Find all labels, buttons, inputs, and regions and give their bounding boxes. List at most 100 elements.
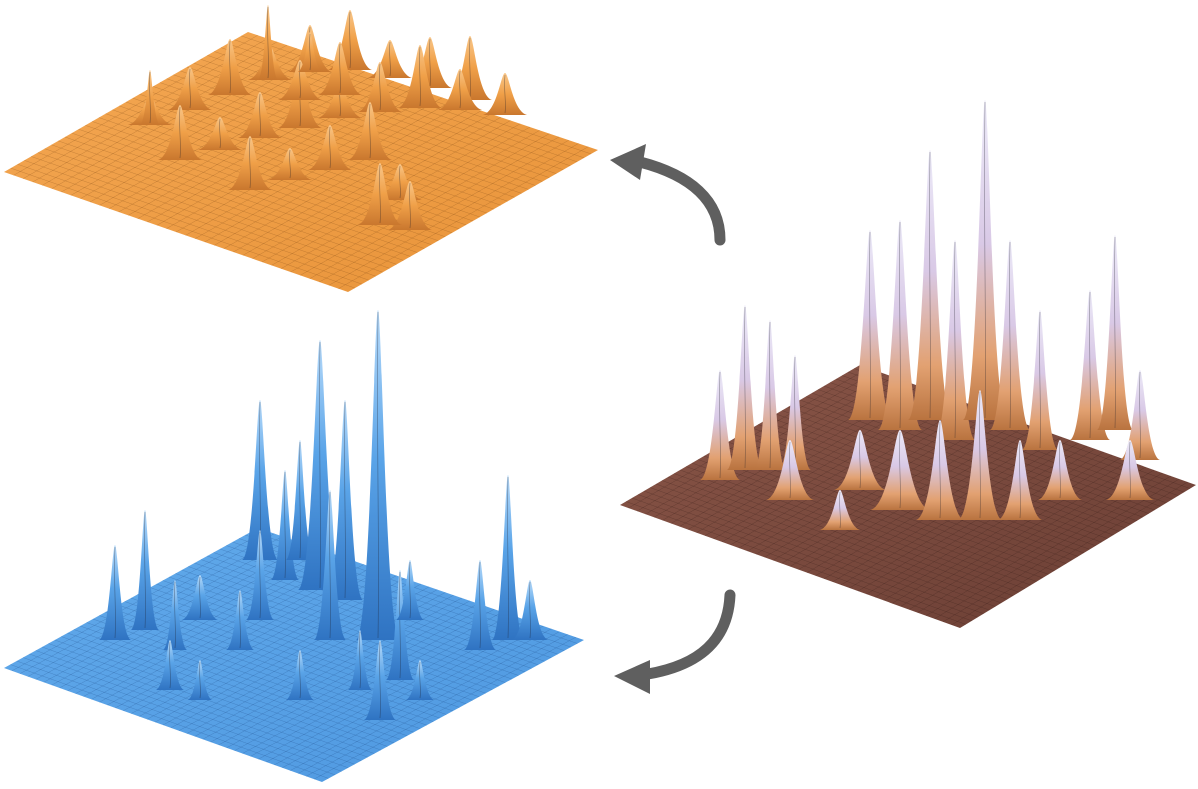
grid-line — [223, 107, 472, 249]
orange-peaks — [128, 5, 527, 230]
surface-peak — [935, 240, 975, 440]
mixed-peaks — [700, 100, 1160, 530]
grid-line — [643, 490, 984, 614]
surface-peak — [228, 136, 272, 190]
surface-peak — [1106, 440, 1154, 500]
grid-line — [73, 629, 395, 744]
surface-peak — [386, 570, 414, 680]
surface-peak — [238, 92, 282, 138]
grid-line — [17, 163, 362, 285]
surface-peak — [396, 560, 424, 620]
surface-peak — [483, 73, 527, 115]
grid-line — [54, 639, 375, 754]
surface-peak — [188, 660, 212, 700]
grid-line — [787, 406, 1126, 529]
peak-contour — [249, 137, 251, 189]
grid-line — [840, 442, 1079, 586]
grid-line — [67, 632, 388, 747]
surface-peak — [308, 125, 352, 170]
grid-line — [636, 370, 877, 512]
grid-line — [146, 90, 494, 210]
grid-line — [298, 631, 560, 774]
grid-line — [185, 94, 433, 236]
grid-line — [22, 657, 342, 772]
surface-peak — [878, 220, 922, 430]
peak-contour — [369, 103, 371, 159]
grid-line — [58, 140, 404, 261]
grid-line — [757, 424, 1096, 547]
grid-line — [51, 48, 297, 189]
grid-line — [27, 536, 283, 677]
peak-contour — [979, 391, 981, 519]
grid-line — [900, 463, 1138, 607]
peak-contour — [719, 371, 721, 479]
grid-line — [806, 430, 1045, 573]
peak-contour — [479, 561, 481, 649]
grid-line — [31, 156, 376, 277]
surface-peak — [870, 430, 930, 510]
surface-peak — [356, 310, 400, 640]
peak-contour — [984, 101, 986, 419]
surface-peak — [182, 575, 218, 620]
peak-contour — [899, 431, 901, 509]
surface-peak — [348, 102, 392, 160]
grid-line — [80, 58, 326, 199]
grid-line — [655, 483, 996, 607]
peak-contour — [507, 476, 509, 639]
surface-peak — [848, 230, 892, 420]
peak-contour — [409, 561, 411, 619]
surface-peak — [364, 640, 396, 720]
surface-peak — [208, 39, 252, 95]
peak-contour — [329, 126, 331, 169]
arrow-to-blue — [614, 589, 736, 694]
peak-contour — [1139, 371, 1141, 459]
peak-contour — [1114, 236, 1116, 429]
grid-line — [204, 100, 453, 243]
peak-contour — [359, 631, 361, 689]
surface-peak — [727, 305, 763, 470]
peak-contour — [419, 661, 421, 699]
peak-contour — [929, 151, 931, 419]
grid-line — [313, 636, 576, 780]
peak-contour — [174, 581, 176, 649]
peak-contour — [289, 149, 291, 179]
grid-line — [300, 133, 550, 276]
grid-line — [108, 67, 356, 209]
grid-line — [214, 103, 463, 246]
peak-contour — [1129, 441, 1131, 499]
surface-peak — [963, 100, 1007, 420]
peak-contour — [309, 33, 311, 71]
grid-line — [908, 466, 1146, 610]
surface-peak — [348, 630, 372, 690]
peak-contour — [1059, 441, 1061, 499]
blue-surface — [4, 310, 584, 782]
grid-line — [891, 460, 1129, 604]
grid-line — [188, 566, 513, 680]
grid-line — [673, 473, 1014, 597]
peak-contour — [284, 471, 286, 579]
grid-line — [793, 403, 1132, 525]
surface-peak — [163, 580, 187, 650]
grid-line — [80, 625, 401, 740]
arrow-to-orange-head — [610, 144, 646, 180]
blue-peaks — [99, 310, 548, 720]
grid-line — [156, 84, 404, 226]
grid-line — [637, 494, 978, 618]
grid-line — [139, 93, 487, 214]
grid-line — [35, 538, 291, 680]
surface-peak — [286, 440, 314, 560]
grid-line — [309, 136, 560, 279]
surface-peak — [242, 400, 278, 560]
grid-line — [132, 97, 481, 218]
peak-contour — [179, 106, 181, 159]
surface-peak — [998, 440, 1042, 520]
peak-contour — [429, 38, 431, 87]
peak-contour — [199, 576, 201, 619]
peak-contour — [339, 43, 341, 94]
peak-contour — [259, 531, 261, 619]
surface-peak — [258, 5, 278, 80]
surface-peak — [779, 355, 811, 470]
surface-peak — [99, 545, 131, 640]
grid-line — [242, 611, 503, 754]
surface-peak — [958, 390, 1002, 520]
